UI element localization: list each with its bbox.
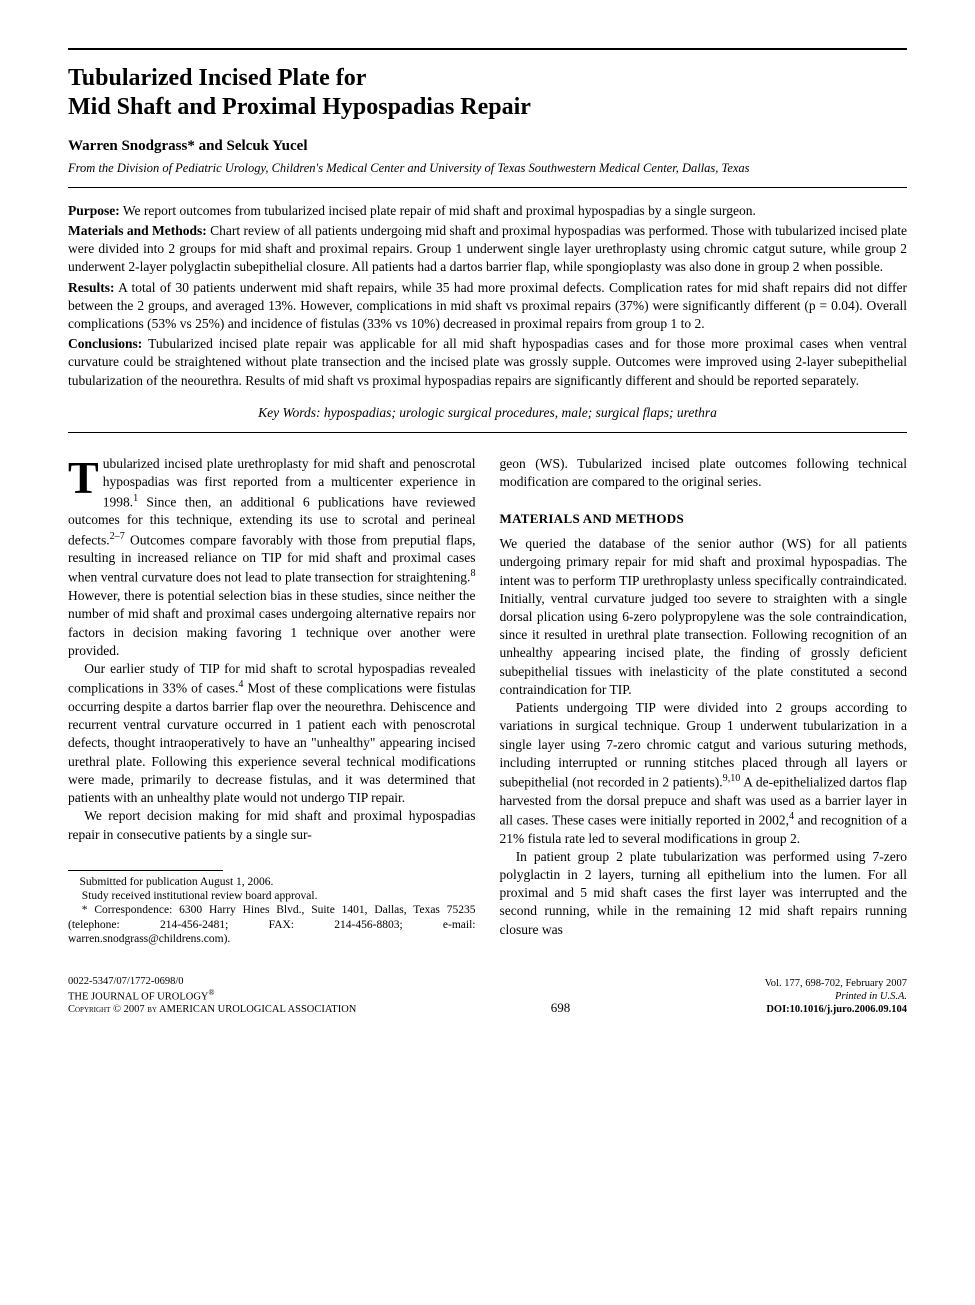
article-title: Tubularized Incised Plate for Mid Shaft …: [68, 64, 907, 122]
intro-para-2: Our earlier study of TIP for mid shaft t…: [68, 660, 476, 807]
abstract-results: Results: A total of 30 patients underwen…: [68, 279, 907, 334]
top-rule: [68, 48, 907, 50]
page-number: 698: [551, 1000, 571, 1016]
purpose-text: We report outcomes from tubularized inci…: [120, 203, 756, 218]
dropcap: T: [68, 455, 103, 497]
column-left: Tubularized incised plate urethroplasty …: [68, 455, 476, 946]
footer-right: Vol. 177, 698-702, February 2007 Printed…: [765, 977, 907, 1016]
intro-para-1: Tubularized incised plate urethroplasty …: [68, 455, 476, 660]
p1-d: However, there is potential selection bi…: [68, 588, 476, 658]
methods-label: Materials and Methods:: [68, 223, 207, 238]
ref-9-10: 9,10: [723, 773, 741, 784]
column-right: geon (WS). Tubularized incised plate out…: [500, 455, 908, 946]
methods-para-3: In patient group 2 plate tubularization …: [500, 848, 908, 939]
volume-info: Vol. 177, 698-702, February 2007: [765, 977, 907, 990]
footnote-1: Submitted for publication August 1, 2006…: [68, 875, 476, 889]
printed-in: Printed in U.S.A.: [765, 990, 907, 1003]
ref-8: 8: [470, 568, 475, 579]
keywords-line: Key Words: hypospadias; urologic surgica…: [68, 404, 907, 422]
two-column-body: Tubularized incised plate urethroplasty …: [68, 455, 907, 946]
doi-line: DOI:10.1016/j.juro.2006.09.104: [765, 1003, 907, 1016]
issn-line: 0022-5347/07/1772-0698/0: [68, 975, 356, 988]
affiliation-rule: [68, 187, 907, 188]
abstract-purpose: Purpose: We report outcomes from tubular…: [68, 202, 907, 220]
title-line-1: Tubularized Incised Plate for: [68, 65, 366, 91]
abstract-block: Purpose: We report outcomes from tubular…: [68, 202, 907, 390]
results-label: Results:: [68, 280, 115, 295]
keywords-rule: [68, 432, 907, 433]
title-line-2: Mid Shaft and Proximal Hypospadias Repai…: [68, 94, 531, 120]
abstract-methods: Materials and Methods: Chart review of a…: [68, 222, 907, 277]
footnote-3: * Correspondence: 6300 Harry Hines Blvd.…: [68, 903, 476, 946]
page-footer: 0022-5347/07/1772-0698/0 THE JOURNAL OF …: [68, 975, 907, 1017]
p1-c: Outcomes compare favorably with those fr…: [68, 532, 476, 585]
author-names: Warren Snodgrass* and Selcuk Yucel: [68, 136, 907, 156]
methods-heading: MATERIALS AND METHODS: [500, 510, 908, 528]
conclusions-text: Tubularized incised plate repair was app…: [68, 336, 907, 387]
results-text: A total of 30 patients underwent mid sha…: [68, 280, 907, 331]
purpose-label: Purpose:: [68, 203, 120, 218]
author-affiliation: From the Division of Pediatric Urology, …: [68, 160, 907, 177]
col2-continuation: geon (WS). Tubularized incised plate out…: [500, 455, 908, 491]
methods-para-1: We queried the database of the senior au…: [500, 535, 908, 699]
methods-para-2: Patients undergoing TIP were divided int…: [500, 699, 908, 848]
conclusions-label: Conclusions:: [68, 336, 142, 351]
footnote-2: Study received institutional review boar…: [68, 889, 476, 903]
journal-name: THE JOURNAL OF UROLOGY®: [68, 988, 356, 1004]
footer-left: 0022-5347/07/1772-0698/0 THE JOURNAL OF …: [68, 975, 356, 1017]
ref-2-7: 2–7: [110, 531, 125, 542]
p2-b: Most of these complications were fistula…: [68, 681, 476, 805]
intro-para-3: We report decision making for mid shaft …: [68, 807, 476, 843]
footnote-rule: [68, 870, 223, 871]
abstract-conclusions: Conclusions: Tubularized incised plate r…: [68, 335, 907, 390]
footnotes-block: Submitted for publication August 1, 2006…: [68, 875, 476, 947]
copyright-line: Copyright © 2007 by AMERICAN UROLOGICAL …: [68, 1003, 356, 1016]
